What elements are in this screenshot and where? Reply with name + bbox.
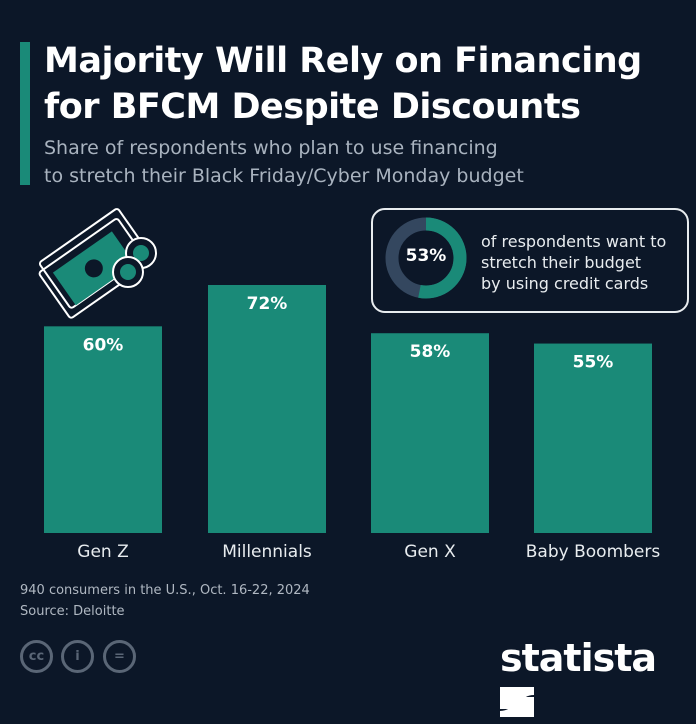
- no-derivatives-icon[interactable]: =: [103, 640, 136, 673]
- callout-line-1: of respondents want to: [481, 232, 667, 251]
- bar: [208, 285, 326, 533]
- source: Source: Deloitte: [20, 604, 125, 619]
- title-accent-bar: [20, 42, 30, 185]
- callout-line-2: stretch their budget: [481, 253, 642, 272]
- title-line-1: Majority Will Rely on Financing: [44, 41, 642, 81]
- logo-text: statista: [500, 636, 657, 680]
- bar: [534, 343, 652, 533]
- callout-value: 53%: [405, 246, 447, 266]
- subtitle-line-2: to stretch their Black Friday/Cyber Mond…: [44, 165, 524, 187]
- title-line-2: for BFCM Despite Discounts: [44, 87, 581, 127]
- callout-text: of respondents want to stretch their bud…: [481, 231, 666, 294]
- data-label: 60%: [83, 335, 124, 355]
- data-label: 58%: [410, 342, 451, 362]
- category-label: Gen X: [404, 542, 456, 562]
- bar: [44, 326, 162, 533]
- chart-title: Majority Will Rely on Financing for BFCM …: [44, 38, 684, 130]
- cc-icon[interactable]: cc: [20, 640, 53, 673]
- callout-line-3: by using credit cards: [481, 274, 649, 293]
- statista-logo-icon: [500, 687, 534, 717]
- donut-chart: [385, 217, 467, 299]
- chart-subtitle: Share of respondents who plan to use fin…: [44, 134, 644, 190]
- data-label: 55%: [573, 353, 614, 373]
- category-label: Baby Boombers: [526, 542, 661, 562]
- data-label: 72%: [247, 294, 288, 314]
- attribution-icon[interactable]: i: [61, 640, 94, 673]
- bar: [371, 333, 489, 533]
- callout-box: [371, 208, 689, 313]
- subtitle-line-1: Share of respondents who plan to use fin…: [44, 137, 498, 159]
- statista-logo[interactable]: statista: [500, 636, 696, 724]
- footnote: 940 consumers in the U.S., Oct. 16-22, 2…: [20, 583, 310, 598]
- category-label: Gen Z: [77, 542, 128, 562]
- bar-chart: 60% Gen Z 72% Millennials 58% Gen X 55% Baby Bo…: [38, 208, 661, 562]
- category-label: Millennials: [222, 542, 312, 562]
